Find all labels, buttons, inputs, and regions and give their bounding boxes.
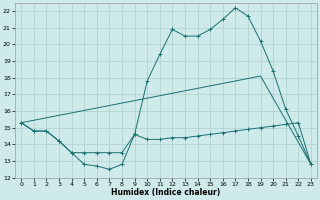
X-axis label: Humidex (Indice chaleur): Humidex (Indice chaleur) <box>111 188 221 197</box>
